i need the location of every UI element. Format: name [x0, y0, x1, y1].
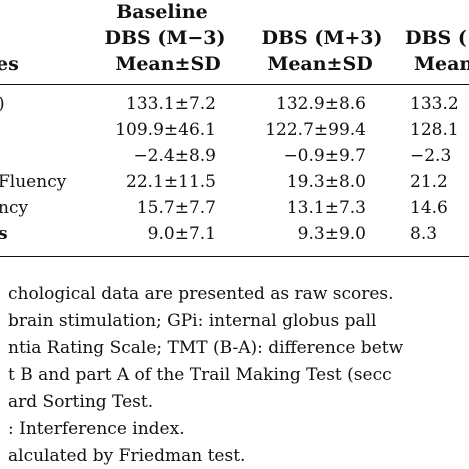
next-column-value: 128.1 [410, 120, 459, 140]
table-bottom-rule [0, 256, 469, 257]
dbs-m-plus-3-value: −0.9±9.7 [283, 146, 366, 166]
next-column-value: 14.6 [410, 198, 448, 218]
header-dbs-next: DBS ( [405, 27, 467, 49]
dbs-m-plus-3-value: 132.9±8.6 [276, 94, 366, 114]
header-dbs-m-minus-3: DBS (M−3) [104, 27, 226, 49]
baseline-value: 133.1±7.2 [126, 94, 216, 114]
header-column-label: es [0, 53, 19, 75]
baseline-value: 109.9±46.1 [115, 120, 216, 140]
row-label: s [0, 224, 8, 244]
footnote: t B and part A of the Trail Making Test … [8, 365, 392, 385]
header-baseline: Baseline [116, 1, 208, 23]
row-label: ncy [0, 198, 29, 218]
dbs-m-plus-3-value: 19.3±8.0 [286, 172, 366, 192]
header-rule [0, 84, 469, 85]
baseline-value: −2.4±8.9 [133, 146, 216, 166]
footnote: chological data are presented as raw sco… [8, 284, 394, 304]
footnote: ntia Rating Scale; TMT (B-A): difference… [8, 338, 404, 358]
next-column-value: 8.3 [410, 224, 438, 244]
dbs-m-plus-3-value: 122.7±99.4 [265, 120, 366, 140]
next-column-value: 21.2 [410, 172, 448, 192]
dbs-m-plus-3-value: 9.3±9.0 [297, 224, 366, 244]
footnote: brain stimulation; GPi: internal globus … [8, 311, 377, 331]
footnote: : Interference index. [8, 419, 185, 439]
header-dbs-m-plus-3: DBS (M+3) [261, 27, 383, 49]
footnote: alculated by Friedman test. [8, 446, 246, 466]
baseline-value: 9.0±7.1 [147, 224, 216, 244]
baseline-value: 15.7±7.7 [136, 198, 216, 218]
dbs-m-plus-3-value: 13.1±7.3 [286, 198, 366, 218]
next-column-value: 133.2 [410, 94, 459, 114]
header-mean-sd-baseline: Mean±SD [115, 53, 221, 75]
header-mean-sd-m-plus-3: Mean±SD [267, 53, 373, 75]
row-label: ) [0, 96, 5, 113]
footnote: ard Sorting Test. [8, 392, 154, 412]
next-column-value: −2.3 [410, 146, 452, 166]
header-mean-next: Mean [414, 53, 469, 75]
row-label: Fluency [0, 172, 67, 192]
baseline-value: 22.1±11.5 [126, 172, 216, 192]
